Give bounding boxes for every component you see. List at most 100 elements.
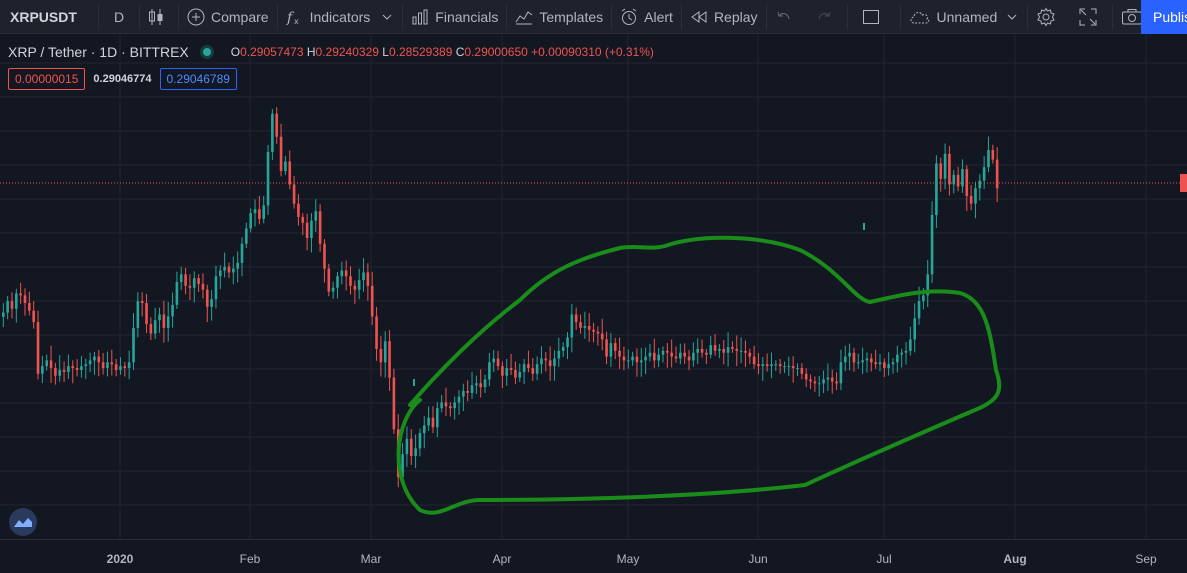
layout-name-button[interactable]: Unnamed: [901, 0, 1028, 34]
candle-body: [379, 348, 383, 363]
indicators-label: Indicators: [309, 8, 371, 25]
candle-body: [466, 390, 469, 393]
compare-button[interactable]: Compare: [179, 0, 277, 34]
svg-text:x: x: [294, 17, 299, 26]
time-tick: Jun: [748, 552, 768, 566]
alert-button[interactable]: Alert: [612, 0, 681, 34]
candle-body: [778, 364, 782, 367]
replay-button[interactable]: Replay: [682, 0, 766, 34]
candle-body: [657, 354, 660, 361]
candle-body: [670, 352, 673, 357]
candle-body: [453, 402, 456, 409]
candle-body: [475, 383, 478, 386]
candle-body: [757, 364, 760, 367]
candle-body: [926, 274, 930, 296]
chart-style-button[interactable]: [140, 0, 178, 34]
rewind-icon: [691, 10, 707, 23]
camera-icon: [1122, 8, 1143, 24]
candle-body: [587, 325, 591, 330]
market-status-dot: [202, 48, 211, 56]
candle-body: [848, 352, 851, 357]
fullscreen-button[interactable]: [1070, 0, 1112, 34]
time-tick: Apr: [492, 552, 512, 566]
candle-body: [917, 301, 921, 319]
candle-body: [418, 433, 422, 449]
candle-body: [874, 362, 877, 365]
candle-body: [674, 356, 678, 359]
fullscreen-layout-button[interactable]: [848, 0, 900, 34]
high-label: H: [306, 45, 316, 59]
candle-body: [679, 352, 682, 359]
templates-icon: [515, 10, 533, 24]
candle-body: [123, 366, 127, 369]
chevron-down-icon[interactable]: [1005, 12, 1019, 22]
candle-body: [956, 174, 960, 187]
candle-body: [258, 209, 261, 219]
candle-body: [158, 314, 161, 321]
redo-button[interactable]: [807, 0, 847, 34]
toolbar-divider: [402, 3, 404, 30]
publish-button[interactable]: Publish: [1141, 0, 1187, 34]
candle-body: [683, 352, 686, 357]
candle-body: [900, 352, 903, 355]
candle-body: [609, 343, 613, 357]
candle-body: [596, 331, 600, 334]
candle-body: [600, 333, 604, 340]
interval-button[interactable]: D: [113, 8, 125, 25]
candle-body: [236, 262, 239, 269]
candle-body: [93, 356, 96, 361]
time-axis[interactable]: 2020 Feb Mar Apr May Jun Jul Aug Sep: [0, 539, 1187, 573]
candle-body: [41, 366, 44, 374]
price-chart[interactable]: [0, 35, 1187, 539]
candle-body: [579, 322, 582, 328]
candle-body: [843, 356, 847, 363]
templates-button[interactable]: Templates: [507, 0, 611, 34]
toolbar-divider: [611, 3, 613, 30]
candle-body: [570, 314, 574, 338]
candle-body: [800, 368, 804, 374]
candle-body: [470, 385, 474, 393]
toolbar-divider: [506, 3, 508, 30]
candle-body: [982, 167, 986, 181]
symbol-search-button[interactable]: XRPUSDT: [10, 8, 77, 25]
indicator-value-plain: 0.29046774: [93, 73, 152, 85]
candle-body: [401, 454, 404, 478]
candle-body: [974, 188, 977, 204]
candle-body: [939, 163, 943, 179]
candle-body: [175, 281, 179, 305]
candle-body: [687, 356, 691, 361]
candle-body: [45, 360, 48, 367]
tradingview-logo-icon[interactable]: [9, 508, 37, 536]
candle-body: [219, 270, 222, 277]
replay-label: Replay: [713, 8, 758, 25]
chevron-down-icon[interactable]: [380, 12, 394, 22]
candle-body: [49, 360, 53, 369]
symbol-title[interactable]: XRP / Tether · 1D · BITTREX: [8, 44, 189, 60]
candle-body: [245, 228, 248, 244]
candle-body: [822, 379, 825, 384]
candle-body: [462, 390, 465, 397]
candle-body: [28, 303, 31, 311]
candle-body: [101, 362, 105, 369]
settings-button[interactable]: [1028, 0, 1070, 34]
svg-text:f: f: [286, 10, 295, 26]
alert-label: Alert: [644, 8, 673, 25]
candle-body: [414, 448, 417, 457]
candle-body: [110, 362, 114, 365]
candle-body: [557, 350, 561, 359]
candle-body: [262, 205, 265, 219]
candle-body: [318, 211, 322, 244]
candle-body: [948, 153, 951, 185]
candle-body: [527, 364, 530, 369]
hand-drawn-annotation: [396, 235, 1002, 515]
candle-body: [188, 285, 192, 288]
candle-body: [856, 362, 860, 364]
financials-button[interactable]: Financials: [403, 0, 506, 34]
indicator-value-red: 0.00000015: [8, 68, 86, 90]
candle-body: [349, 276, 352, 286]
change-value: +0.00090310 (+0.31%): [531, 45, 654, 59]
undo-button[interactable]: [767, 0, 807, 34]
candle-body: [431, 417, 435, 428]
candle-body: [661, 350, 665, 355]
